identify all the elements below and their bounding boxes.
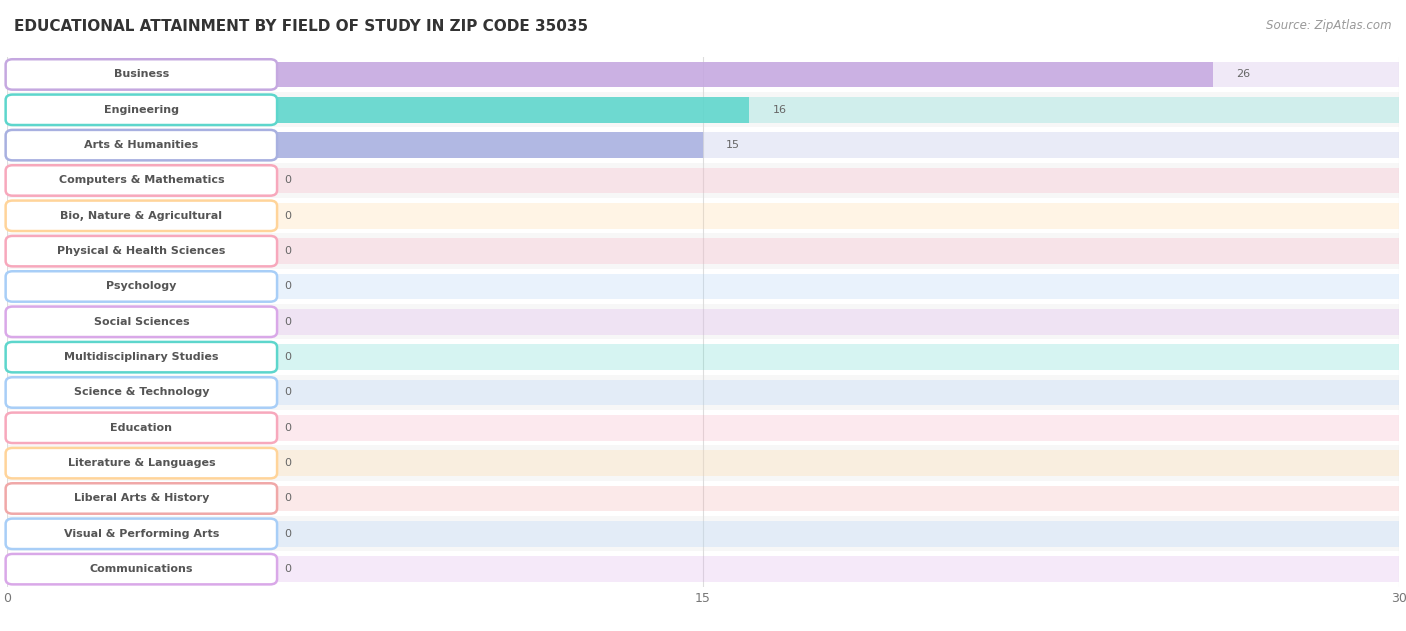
FancyBboxPatch shape (7, 516, 1399, 551)
Bar (7, 451, 1399, 476)
Text: Science & Technology: Science & Technology (73, 387, 209, 398)
Text: 0: 0 (284, 529, 291, 539)
Bar (7, 486, 1399, 511)
FancyBboxPatch shape (7, 163, 1399, 198)
FancyBboxPatch shape (6, 448, 277, 478)
Text: 0: 0 (284, 246, 291, 256)
Text: Business: Business (114, 69, 169, 80)
FancyBboxPatch shape (7, 551, 1399, 587)
FancyBboxPatch shape (6, 201, 277, 231)
Text: 0: 0 (284, 317, 291, 327)
Text: 0: 0 (284, 458, 291, 468)
FancyBboxPatch shape (7, 57, 1399, 92)
Text: Psychology: Psychology (107, 281, 177, 292)
FancyBboxPatch shape (6, 377, 277, 408)
Text: Bio, Nature & Agricultural: Bio, Nature & Agricultural (60, 211, 222, 221)
Bar (7, 309, 1399, 334)
Bar (7, 97, 1399, 122)
FancyBboxPatch shape (6, 519, 277, 549)
FancyBboxPatch shape (7, 410, 1399, 445)
Text: 16: 16 (773, 105, 786, 115)
FancyBboxPatch shape (6, 271, 277, 302)
FancyBboxPatch shape (6, 413, 277, 443)
FancyBboxPatch shape (6, 130, 277, 160)
Text: 0: 0 (284, 352, 291, 362)
Text: Liberal Arts & History: Liberal Arts & History (73, 493, 209, 504)
FancyBboxPatch shape (7, 127, 1399, 163)
FancyBboxPatch shape (6, 95, 277, 125)
Bar (7, 62, 1399, 87)
FancyBboxPatch shape (6, 483, 277, 514)
Text: Physical & Health Sciences: Physical & Health Sciences (58, 246, 225, 256)
FancyBboxPatch shape (7, 481, 1399, 516)
Bar (7, 168, 1399, 193)
FancyBboxPatch shape (6, 554, 277, 584)
Bar (7, 133, 1399, 158)
Text: Arts & Humanities: Arts & Humanities (84, 140, 198, 150)
FancyBboxPatch shape (7, 198, 1399, 233)
FancyBboxPatch shape (6, 307, 277, 337)
FancyBboxPatch shape (6, 342, 277, 372)
Text: 0: 0 (284, 493, 291, 504)
Bar (7, 415, 1399, 440)
Text: Computers & Mathematics: Computers & Mathematics (59, 175, 224, 186)
FancyBboxPatch shape (6, 59, 277, 90)
FancyBboxPatch shape (6, 236, 277, 266)
Bar (7, 203, 1399, 228)
Text: 0: 0 (284, 211, 291, 221)
Text: EDUCATIONAL ATTAINMENT BY FIELD OF STUDY IN ZIP CODE 35035: EDUCATIONAL ATTAINMENT BY FIELD OF STUDY… (14, 19, 588, 34)
Bar (7, 345, 1399, 370)
Bar (7, 62, 1213, 87)
Text: Multidisciplinary Studies: Multidisciplinary Studies (65, 352, 218, 362)
Bar (7, 380, 1399, 405)
Bar (7, 521, 1399, 546)
Bar (7, 239, 1399, 264)
Text: 26: 26 (1237, 69, 1251, 80)
FancyBboxPatch shape (7, 339, 1399, 375)
Text: Engineering: Engineering (104, 105, 179, 115)
Text: 0: 0 (284, 423, 291, 433)
Text: 0: 0 (284, 281, 291, 292)
FancyBboxPatch shape (7, 445, 1399, 481)
Text: Visual & Performing Arts: Visual & Performing Arts (63, 529, 219, 539)
Text: 15: 15 (727, 140, 740, 150)
Bar (7, 274, 1399, 299)
Text: 0: 0 (284, 175, 291, 186)
FancyBboxPatch shape (7, 375, 1399, 410)
Text: 0: 0 (284, 564, 291, 574)
Bar (7, 557, 1399, 582)
FancyBboxPatch shape (7, 92, 1399, 127)
Text: Literature & Languages: Literature & Languages (67, 458, 215, 468)
FancyBboxPatch shape (7, 304, 1399, 339)
Text: 0: 0 (284, 387, 291, 398)
FancyBboxPatch shape (7, 269, 1399, 304)
FancyBboxPatch shape (7, 233, 1399, 269)
Text: Communications: Communications (90, 564, 193, 574)
FancyBboxPatch shape (6, 165, 277, 196)
Text: Social Sciences: Social Sciences (94, 317, 190, 327)
Text: Education: Education (110, 423, 173, 433)
Text: Source: ZipAtlas.com: Source: ZipAtlas.com (1267, 19, 1392, 32)
Bar (7, 133, 703, 158)
Bar (7, 97, 749, 122)
